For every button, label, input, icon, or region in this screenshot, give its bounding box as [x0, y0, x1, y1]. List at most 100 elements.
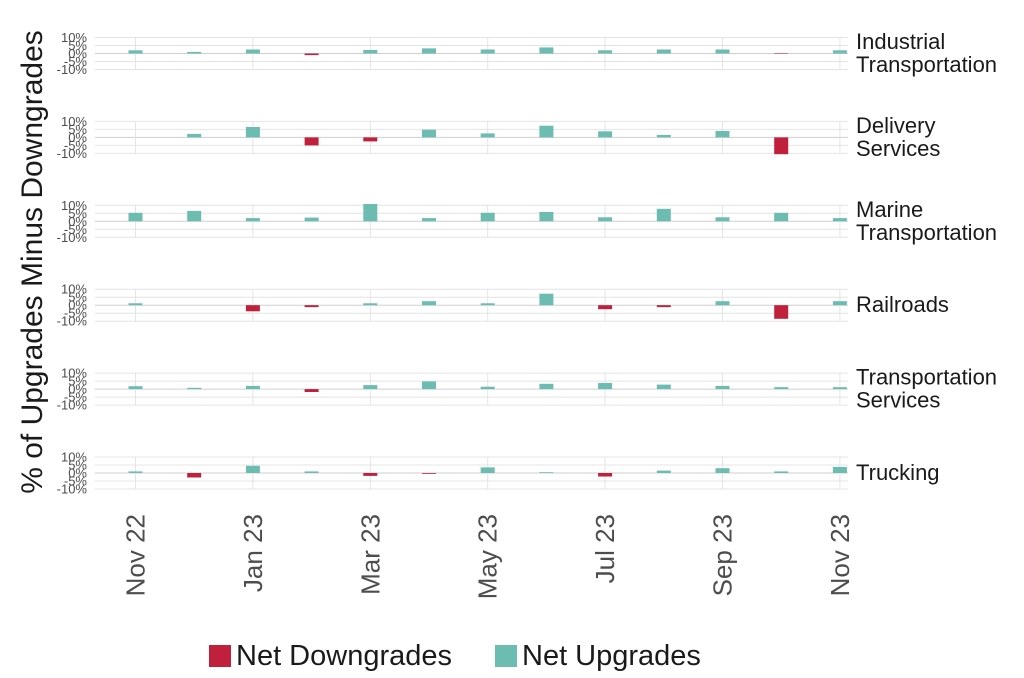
bar-net-upgrade: [656, 470, 671, 473]
facet-label: Transportation: [856, 52, 997, 77]
bar-net-upgrade: [715, 385, 730, 390]
x-tick-label: Mar 23: [355, 514, 385, 595]
x-tick-label: Nov 23: [825, 514, 855, 596]
bar-net-upgrade: [832, 50, 847, 54]
bar-net-upgrade: [363, 204, 378, 222]
facet-label: Services: [856, 136, 940, 161]
bar-net-upgrade: [715, 131, 730, 138]
bar-net-upgrade: [539, 472, 554, 473]
bar-net-upgrade: [422, 381, 436, 390]
bar-net-downgrade: [774, 305, 789, 319]
facet-label: Transportation: [856, 365, 997, 390]
bar-net-upgrade: [715, 49, 730, 54]
y-tick-label: -10%: [57, 314, 88, 329]
bar-net-upgrade: [128, 50, 143, 54]
bar-net-downgrade: [187, 473, 202, 478]
y-tick-label: 10%: [61, 30, 87, 45]
legend-label-net-downgrades: Net Downgrades: [236, 640, 452, 672]
facet-label: Railroads: [856, 292, 949, 317]
y-tick-label: 5%: [68, 122, 87, 137]
bar-net-upgrade: [245, 49, 260, 54]
bar-net-upgrade: [187, 51, 202, 54]
legend: Net Downgrades Net Upgrades: [209, 640, 701, 672]
bar-net-upgrade: [480, 133, 495, 138]
y-tick-label: 0%: [68, 382, 87, 397]
bar-net-upgrade: [656, 49, 671, 54]
facet-label: Delivery: [856, 113, 935, 138]
bar-net-upgrade: [187, 210, 202, 222]
bar-net-upgrade: [656, 208, 671, 222]
y-tick-label: 10%: [61, 450, 87, 465]
x-tick-label: Jul 23: [590, 514, 620, 583]
y-tick-label: 5%: [68, 206, 87, 221]
bar-net-upgrade: [422, 48, 436, 54]
bar-net-upgrade: [245, 218, 260, 222]
y-tick-label: 5%: [68, 38, 87, 53]
bar-net-upgrade: [832, 218, 847, 222]
bar-net-upgrade: [656, 384, 671, 390]
y-tick-label: 0%: [68, 466, 87, 481]
y-axis-title: % of Upgrades Minus Downgrades: [16, 30, 49, 494]
bar-net-upgrade: [480, 386, 495, 390]
y-tick-label: 0%: [68, 298, 87, 313]
bar-net-upgrade: [422, 301, 436, 306]
bar-net-upgrade: [128, 386, 143, 390]
y-tick-label: -10%: [57, 146, 88, 161]
bar-net-downgrade: [363, 137, 378, 142]
bar-net-upgrade: [832, 301, 847, 306]
facet-label: Marine: [856, 197, 923, 222]
bar-net-downgrade: [656, 305, 671, 308]
bar-net-upgrade: [128, 212, 143, 222]
legend-swatch-net-upgrades: [495, 645, 517, 667]
bar-net-downgrade: [422, 473, 436, 474]
y-tick-label: 10%: [61, 282, 87, 297]
x-tick-label: Jan 23: [238, 514, 268, 592]
bar-net-upgrade: [245, 465, 260, 473]
bar-net-downgrade: [245, 305, 260, 312]
bar-net-upgrade: [304, 471, 319, 473]
x-tick-label: Nov 22: [121, 514, 151, 596]
y-tick-label: -10%: [57, 230, 88, 245]
bar-net-downgrade: [363, 473, 378, 476]
facet-label: Industrial: [856, 29, 945, 54]
y-tick-label: -10%: [57, 482, 88, 497]
bar-net-upgrade: [480, 303, 495, 306]
bar-net-upgrade: [422, 129, 436, 138]
y-tick-label: -5%: [64, 306, 88, 321]
legend-label-net-upgrades: Net Upgrades: [522, 640, 701, 672]
bar-net-upgrade: [480, 467, 495, 473]
y-tick-label: 0%: [68, 214, 87, 229]
y-tick-label: 5%: [68, 458, 87, 473]
bar-net-upgrade: [715, 468, 730, 473]
bar-net-upgrade: [832, 387, 847, 390]
bar-net-upgrade: [715, 301, 730, 306]
y-tick-label: -10%: [57, 398, 88, 413]
x-axis: Nov 22 Jan 23 Mar 23 May 23 Jul 23 Sep 23 Nov …: [121, 514, 855, 599]
bar-net-downgrade: [598, 305, 613, 310]
bar-net-upgrade: [715, 217, 730, 222]
bar-net-upgrade: [363, 49, 378, 54]
bar-net-downgrade: [304, 137, 319, 146]
bar-net-upgrade: [539, 293, 554, 306]
bar-net-upgrade: [363, 385, 378, 390]
bar-net-downgrade: [304, 389, 319, 392]
bar-net-downgrade: [304, 53, 319, 56]
facet-label: Services: [856, 388, 940, 413]
facet-label: Trucking: [856, 460, 940, 485]
x-tick-label: Sep 23: [708, 514, 738, 596]
y-tick-label: -5%: [64, 390, 88, 405]
y-tick-label: 10%: [61, 114, 87, 129]
facet-panel: 10%5%0%-5%-10% Railroads: [57, 282, 949, 329]
bar-net-upgrade: [363, 303, 378, 306]
bar-net-upgrade: [187, 387, 202, 390]
bar-net-upgrade: [598, 131, 613, 138]
facet-panel: 10%5%0%-5%-10% Trucking: [57, 450, 940, 497]
bar-net-upgrade: [539, 212, 554, 222]
x-tick-label: May 23: [473, 514, 503, 599]
y-tick-label: 5%: [68, 374, 87, 389]
bar-net-upgrade: [539, 383, 554, 390]
bar-net-upgrade: [539, 125, 554, 138]
bar-net-upgrade: [128, 303, 143, 306]
